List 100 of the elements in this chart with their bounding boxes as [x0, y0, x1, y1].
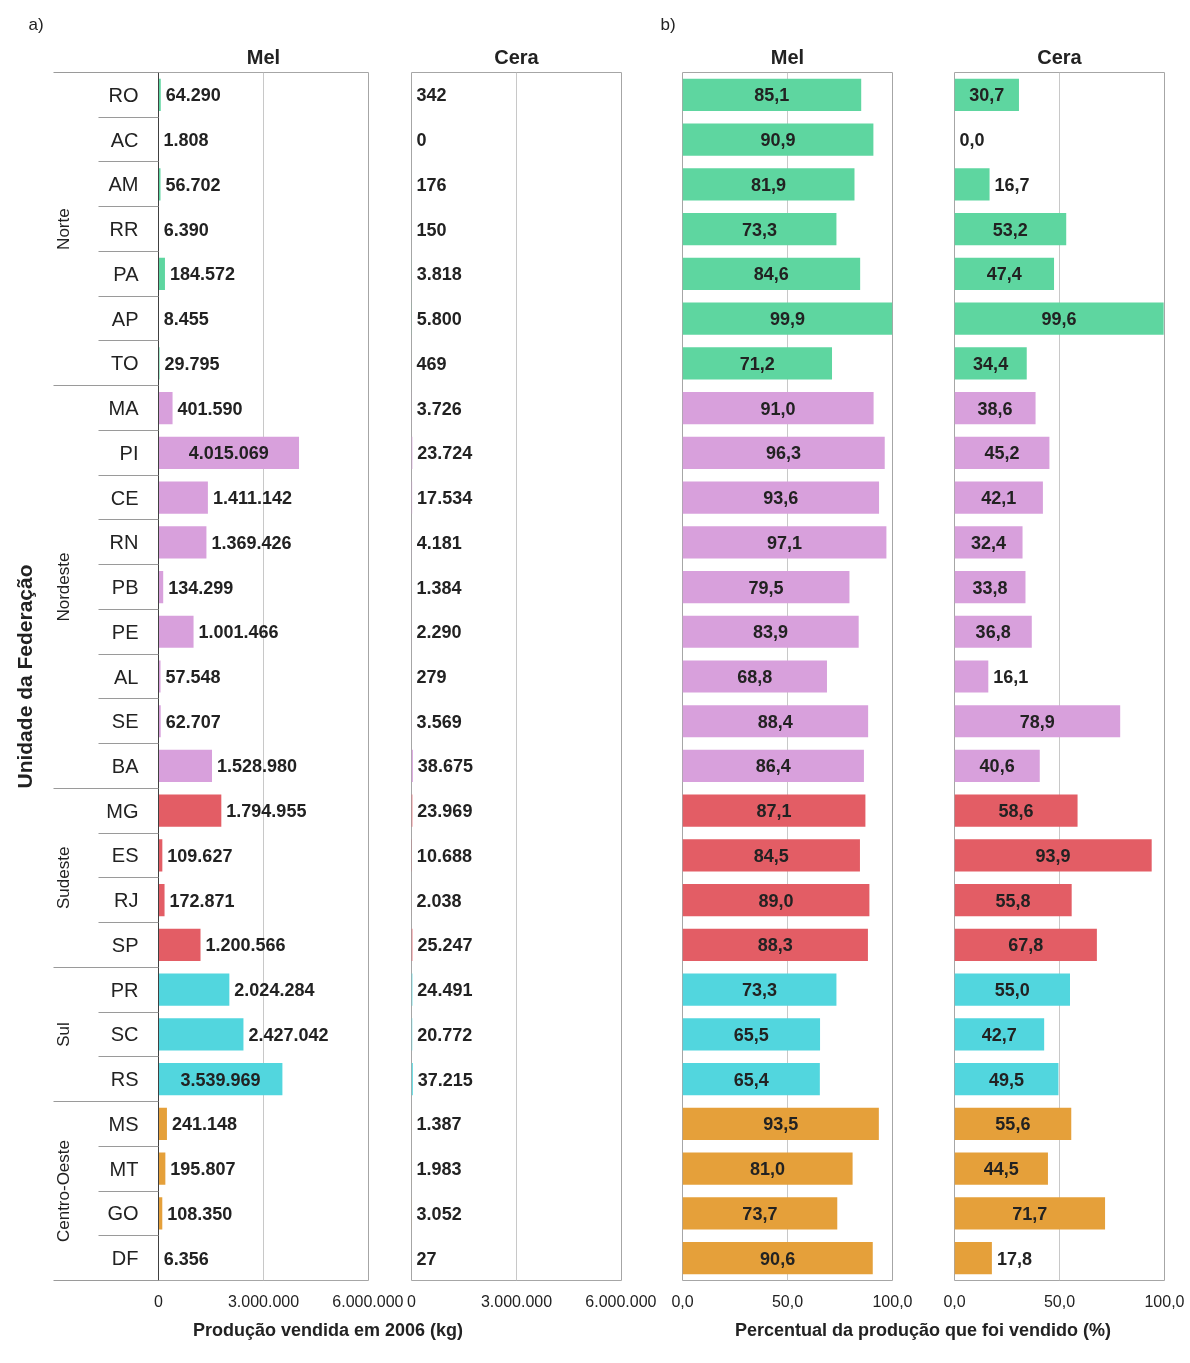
x-tick-label: 0	[154, 1292, 164, 1310]
chart-title: Mel	[770, 45, 805, 68]
data-label: 1.387	[416, 1114, 462, 1135]
data-label: 55,8	[995, 890, 1031, 911]
y-tick-label: PB	[111, 576, 139, 599]
data-label: 56.702	[165, 174, 221, 195]
chart-title: Cera	[494, 45, 540, 68]
data-label: 241.148	[171, 1114, 238, 1135]
data-label: 71,2	[739, 353, 775, 374]
data-label: 38,6	[977, 398, 1013, 419]
data-label: 184.572	[169, 264, 236, 285]
data-label: 84,5	[753, 845, 789, 866]
text: Nordeste	[54, 552, 74, 622]
y-tick-label: RN	[109, 531, 139, 554]
data-label: 20.772	[417, 1024, 473, 1045]
y-tick-label: SE	[111, 710, 139, 733]
data-label: 97,1	[766, 532, 802, 553]
data-label: 79,5	[748, 577, 784, 598]
data-label: 45,2	[984, 443, 1020, 464]
data-label: 96,3	[766, 443, 802, 464]
data-label: 1.369.426	[211, 532, 292, 553]
data-label: 3.052	[416, 1203, 462, 1224]
x-tick-label: 100,0	[872, 1292, 913, 1310]
text: Norte	[54, 208, 74, 250]
x-tick-label: 6.000.000	[585, 1292, 657, 1310]
data-label: 88,3	[757, 935, 793, 956]
x-axis-title: Produção vendida em 2006 (kg)	[192, 1319, 464, 1342]
data-label: 1.808	[163, 130, 209, 151]
text: Centro-Oeste	[54, 1139, 74, 1243]
data-label: 34,4	[973, 353, 1009, 374]
data-label: 67,8	[1008, 935, 1044, 956]
data-label: 73,3	[741, 980, 777, 1001]
data-label: 57.548	[165, 667, 221, 687]
y-tick-label: AM	[108, 173, 139, 196]
data-label: 108.350	[167, 1203, 233, 1224]
data-label: 65,5	[733, 1024, 769, 1045]
chart-title: Mel	[246, 45, 281, 68]
chart-title: Cera	[1037, 45, 1083, 68]
data-label: 0,0	[959, 130, 985, 151]
data-label: 88,4	[757, 711, 793, 732]
y-tick-label: RO	[108, 83, 139, 106]
data-label: 83,9	[753, 622, 789, 643]
data-label: 86,4	[755, 756, 791, 777]
data-label: 93,5	[763, 1114, 799, 1135]
data-label: 99,9	[769, 309, 805, 330]
data-label: 134.299	[168, 577, 234, 598]
data-label: 1.384	[416, 577, 462, 598]
data-label: 469	[416, 353, 447, 374]
data-label: 176	[416, 174, 447, 195]
data-label: 71,7	[1012, 1203, 1048, 1224]
data-label: 49,5	[988, 1069, 1025, 1090]
data-label: 1.001.466	[198, 622, 279, 643]
x-tick-label: 50,0	[1043, 1292, 1076, 1310]
data-label: 5.800	[416, 309, 462, 330]
x-tick-label: 0,0	[943, 1292, 966, 1310]
data-label: 6.356	[163, 1248, 209, 1269]
x-tick-label: 3.000.000	[227, 1292, 300, 1310]
data-label: 37.215	[417, 1069, 473, 1090]
y-tick-label: MG	[106, 799, 139, 822]
data-label: 55,0	[994, 980, 1030, 1001]
data-label: 29.795	[164, 353, 220, 374]
data-label: 25.247	[417, 935, 473, 956]
y-tick-label: RS	[110, 1068, 139, 1091]
data-label: 30,7	[969, 85, 1005, 106]
y-tick-label: SP	[111, 933, 139, 956]
data-label: 73,7	[742, 1203, 778, 1224]
data-label: 93,9	[1035, 845, 1071, 866]
y-axis-title: Unidade da Federação	[12, 564, 36, 789]
data-label: 3.818	[416, 264, 462, 285]
y-tick-label: MT	[109, 1157, 139, 1180]
data-label: 23.969	[417, 801, 473, 822]
y-tick-label: RR	[109, 218, 139, 241]
y-tick-label: GO	[107, 1202, 139, 1225]
x-tick-label: 0,0	[671, 1292, 694, 1310]
data-label: 109.627	[167, 845, 233, 866]
data-label: 38.675	[417, 756, 473, 777]
data-label: 89,0	[758, 890, 794, 911]
data-label: 27	[416, 1248, 437, 1269]
data-label: 68,8	[737, 667, 773, 687]
y-tick-label: TO	[111, 352, 139, 375]
data-label: 401.590	[177, 398, 243, 419]
data-label: 23.724	[417, 443, 473, 464]
data-label: 1.528.980	[217, 756, 298, 777]
data-label: 2.024.284	[234, 980, 315, 1001]
data-label: 3.539.969	[180, 1069, 261, 1090]
data-label: 1.794.955	[226, 801, 307, 822]
y-tick-label: BA	[111, 754, 140, 777]
data-label: 58,6	[998, 801, 1034, 822]
x-axis-title: Percentual da produção que foi vendido (%)	[734, 1319, 1112, 1342]
data-label: 64.290	[165, 85, 221, 106]
data-label: 342	[416, 85, 447, 106]
data-label: 279	[416, 667, 447, 687]
data-label: 24.491	[417, 980, 473, 1001]
x-tick-label: 3.000.000	[480, 1292, 553, 1310]
x-tick-label: 50,0	[771, 1292, 804, 1310]
text: a)	[28, 14, 44, 34]
data-label: 172.871	[169, 890, 235, 911]
data-label: 73,3	[741, 219, 777, 240]
data-label: 78,9	[1019, 711, 1055, 732]
x-tick-label: 0	[407, 1292, 417, 1310]
